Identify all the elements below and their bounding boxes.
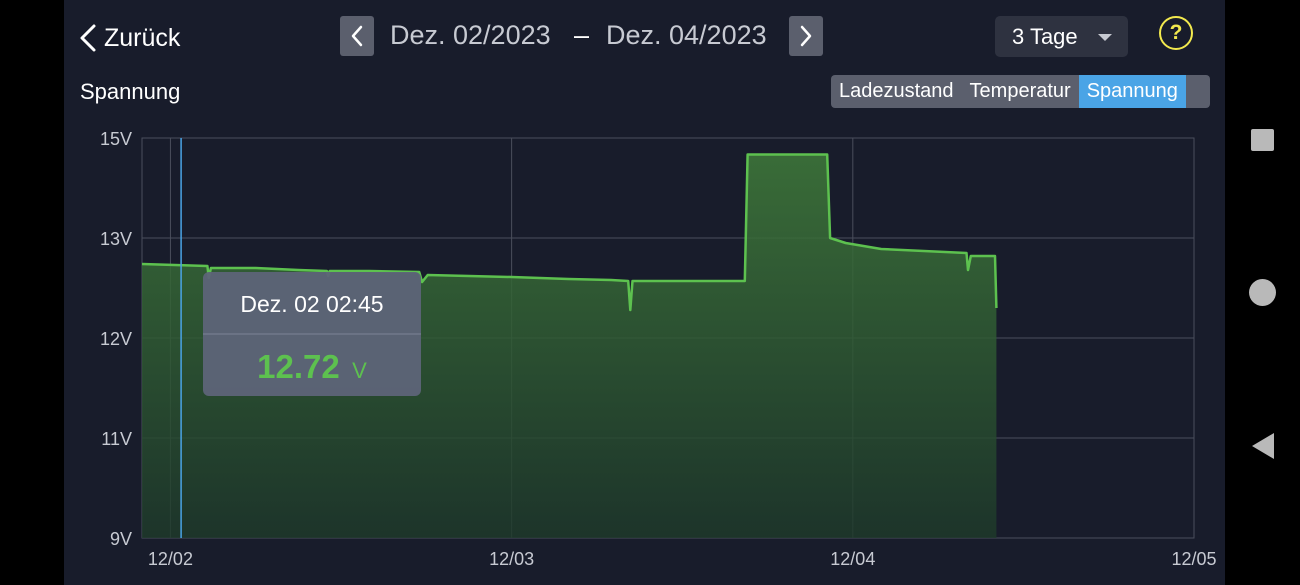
next-period-button[interactable] <box>789 16 823 56</box>
metric-tabs: Ladezustand Temperatur Spannung <box>831 75 1210 108</box>
tab-temperatur[interactable]: Temperatur <box>969 80 1071 102</box>
tab-spannung[interactable]: Spannung <box>1078 75 1186 108</box>
home-icon[interactable] <box>1249 279 1276 306</box>
app-window: Zurück Dez. 02/2023 – Dez. 04/2023 3 Tag… <box>64 0 1225 585</box>
tooltip-value: 12.72 <box>257 348 340 385</box>
tooltip: Dez. 02 02:45 12.72 V <box>203 272 421 396</box>
series-line <box>141 153 998 312</box>
y-tick-label: 11V <box>101 429 132 449</box>
date-to: Dez. 04/2023 <box>606 20 767 50</box>
x-tick-label: 12/03 <box>489 549 534 569</box>
chart-title: Spannung <box>80 79 181 104</box>
caret-down-icon <box>1098 34 1112 41</box>
date-from: Dez. 02/2023 <box>390 20 551 50</box>
back-button[interactable]: Zurück <box>78 18 180 58</box>
voltage-chart[interactable]: 9V 11V 12V 13V 15V 12/02 12/03 12/04 12/05 Dez. … <box>64 125 1225 575</box>
chevron-left-icon <box>351 25 363 47</box>
y-tick-label: 12V <box>100 329 132 349</box>
chevron-left-icon <box>80 24 96 52</box>
y-tick-label: 15V <box>100 129 132 149</box>
range-dropdown[interactable]: 3 Tage <box>995 16 1128 57</box>
question-mark-icon: ? <box>1169 21 1183 44</box>
y-tick-label: 13V <box>100 229 132 249</box>
x-tick-label: 12/04 <box>830 549 875 569</box>
range-selected-value: 3 Tage <box>1012 23 1078 49</box>
recent-apps-icon[interactable] <box>1251 129 1274 151</box>
previous-period-button[interactable] <box>340 16 374 56</box>
help-button[interactable]: ? <box>1159 16 1193 50</box>
chevron-right-icon <box>800 25 812 47</box>
tab-ladezustand[interactable]: Ladezustand <box>839 80 954 102</box>
tooltip-value-line: 12.72 V <box>257 348 367 385</box>
back-triangle-icon[interactable] <box>1250 432 1276 460</box>
back-label: Zurück <box>104 23 181 52</box>
y-tick-label: 9V <box>110 529 132 549</box>
date-separator: – <box>574 20 590 50</box>
tooltip-time: Dez. 02 02:45 <box>240 291 383 317</box>
x-tick-label: 12/05 <box>1171 549 1216 569</box>
series-area <box>142 154 997 538</box>
tooltip-unit: V <box>352 358 367 383</box>
x-tick-label: 12/02 <box>148 549 193 569</box>
